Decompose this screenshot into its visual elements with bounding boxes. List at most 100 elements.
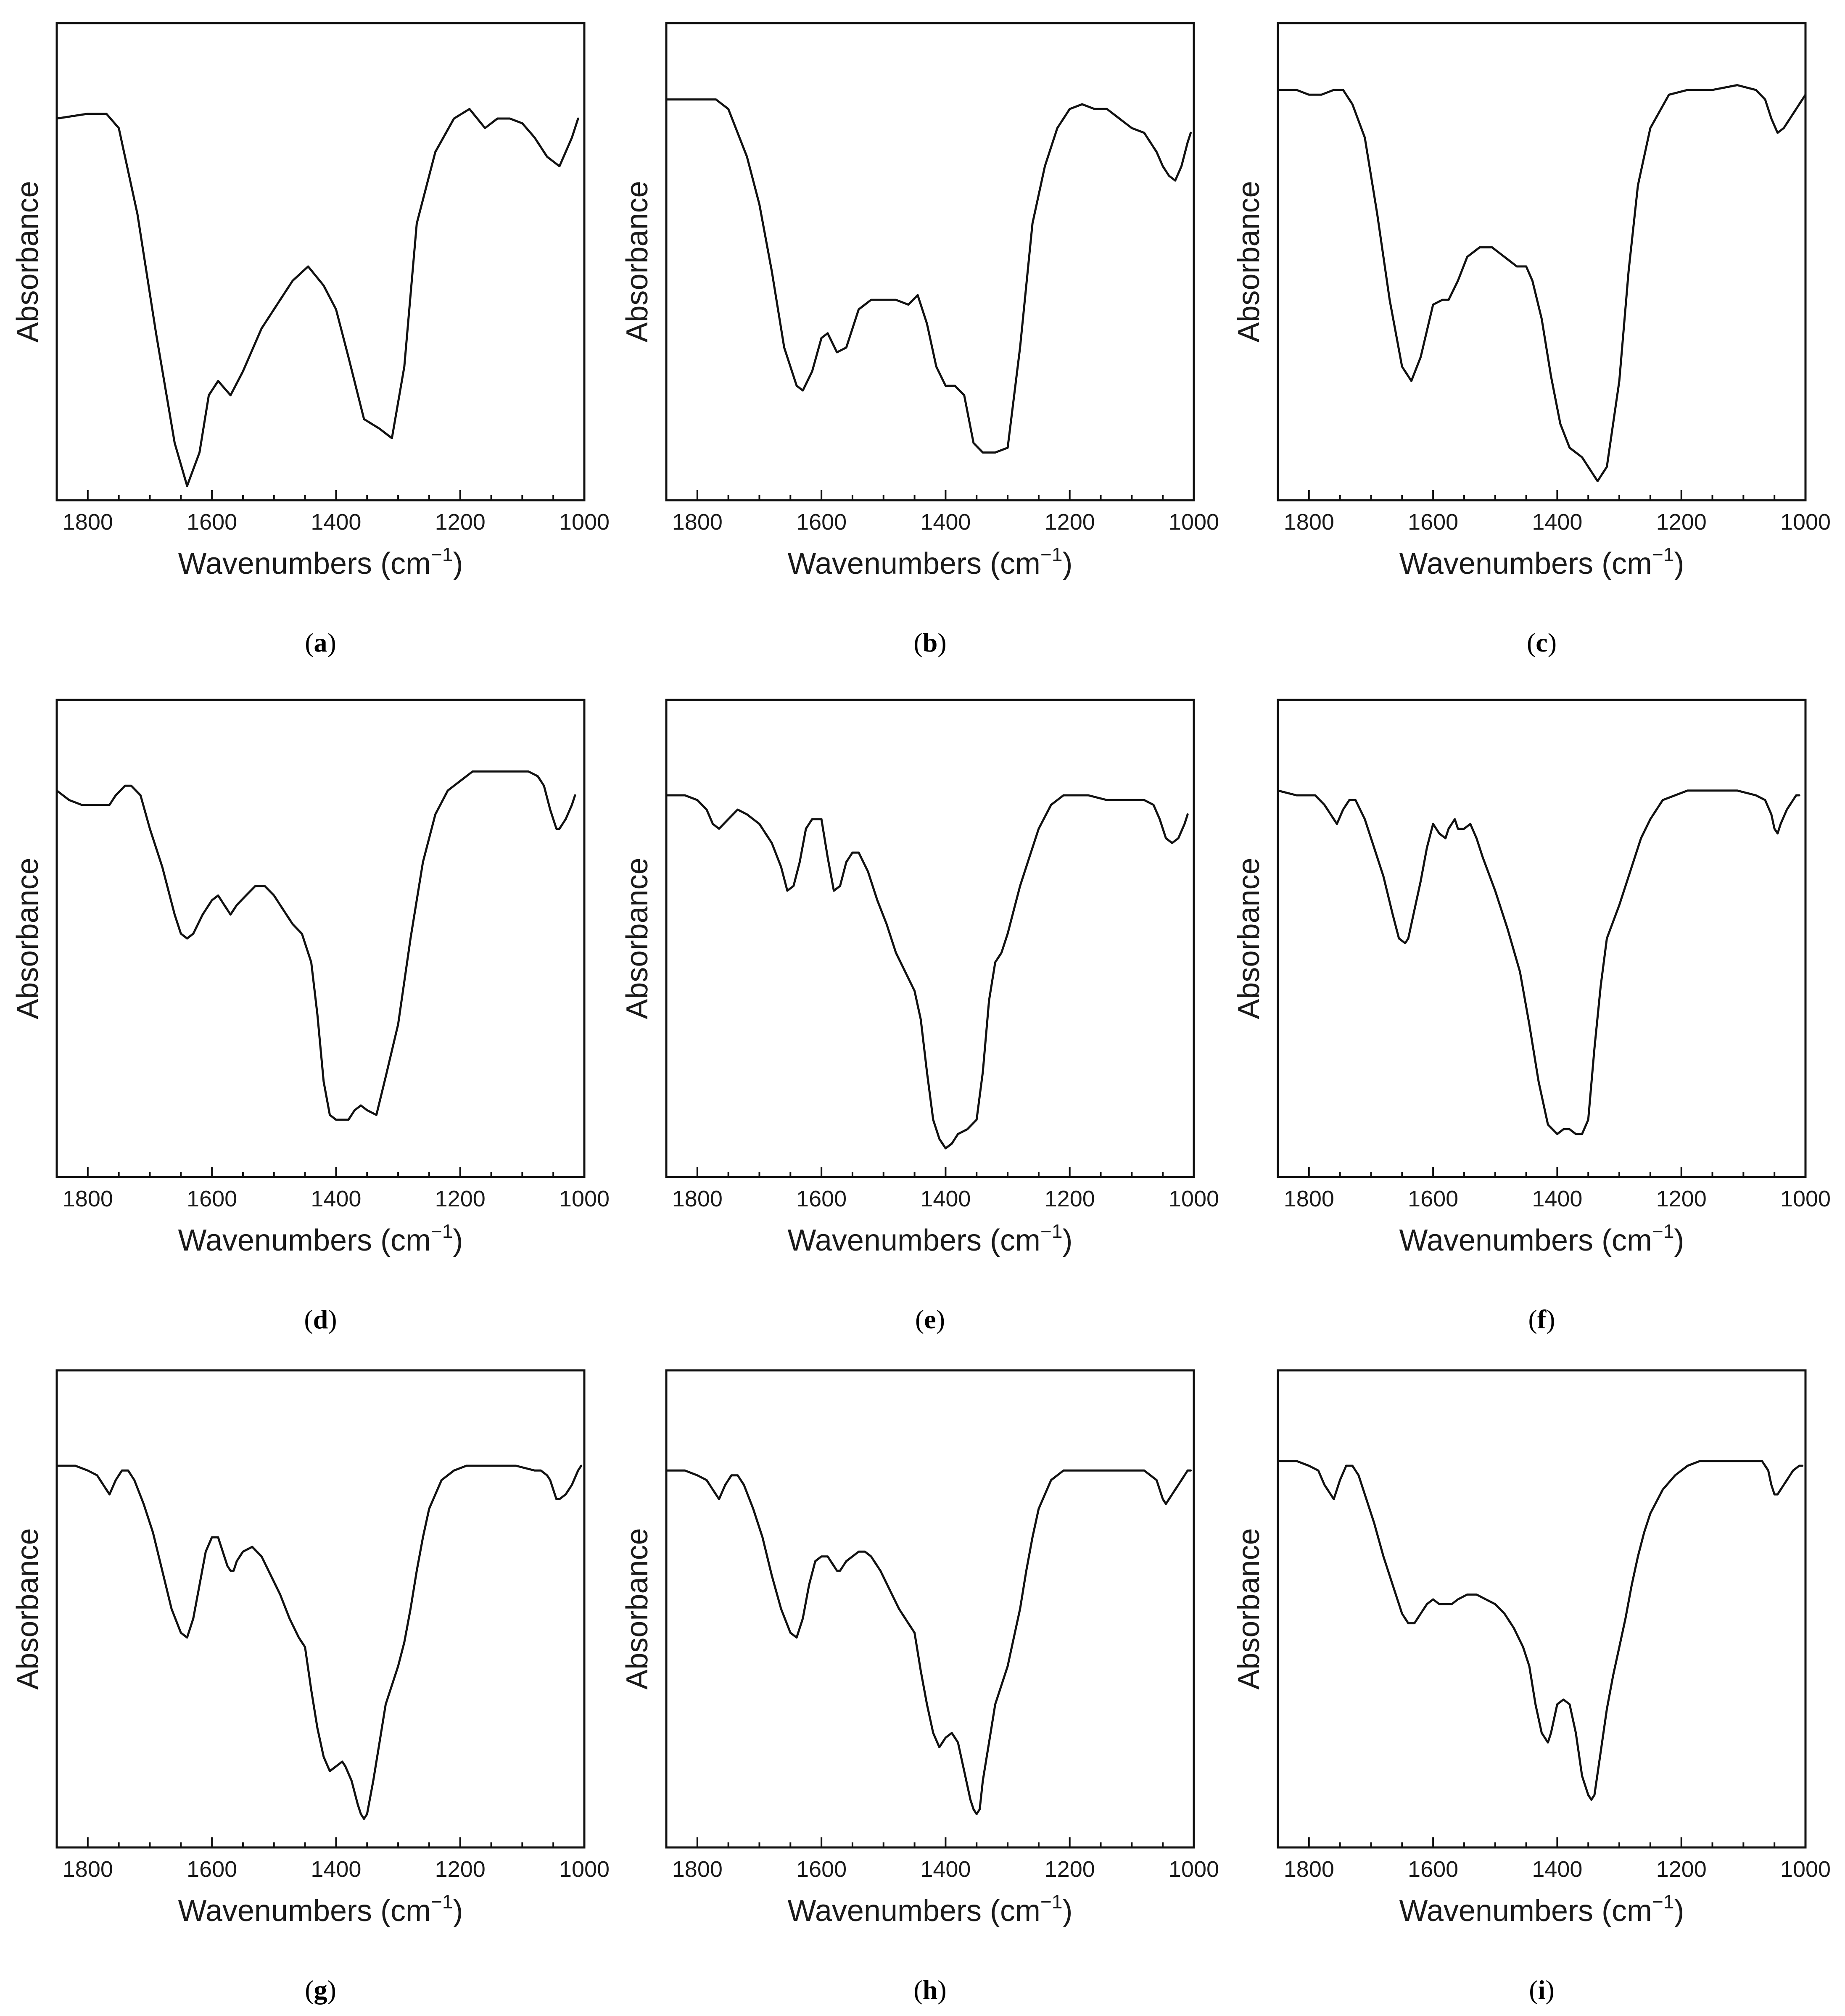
panel-caption-letter: b [923, 628, 938, 657]
panel-caption-letter: d [313, 1304, 328, 1334]
x-tick-label: 1000 [1169, 1186, 1219, 1211]
panel-caption-open: ( [305, 628, 314, 657]
panel-caption-letter: e [924, 1304, 936, 1334]
x-tick-label: 1800 [672, 1857, 723, 1882]
x-tick-label: 1200 [1656, 1857, 1707, 1882]
x-tick-label: 1400 [311, 509, 361, 535]
x-axis-label-close: ) [453, 1894, 463, 1928]
x-axis-label-close: ) [1062, 547, 1072, 581]
panel-caption-letter: g [314, 1975, 327, 2005]
x-tick-label: 1600 [187, 1857, 237, 1882]
plot-frame [1277, 22, 1807, 501]
x-axis-label-text: Wavenumbers (cm [1399, 1894, 1652, 1928]
x-tick-label: 1400 [1532, 1186, 1582, 1211]
panel-caption-letter: c [1536, 628, 1547, 657]
x-axis-label-text: Wavenumbers (cm [788, 1894, 1040, 1928]
x-tick-label: 1000 [1169, 1857, 1219, 1882]
x-axis-label-superscript: −1 [1652, 1220, 1674, 1242]
panel-caption: (f) [1528, 1304, 1555, 1334]
plot-frame [55, 1369, 586, 1849]
x-axis-label: Wavenumbers (cm−1) [1399, 1891, 1684, 1928]
x-tick-label: 1200 [1045, 1186, 1095, 1211]
spectrum-line [665, 98, 1192, 454]
spectrum-line [1277, 789, 1800, 1135]
x-tick-label: 1200 [435, 509, 486, 535]
panel-caption-close: ) [936, 1304, 945, 1334]
x-axis-label-superscript: −1 [1040, 1220, 1062, 1242]
x-tick-label: 1400 [920, 509, 971, 535]
x-tick-label: 1600 [796, 1857, 847, 1882]
spectrum-line [665, 794, 1189, 1150]
spectrum-line [55, 108, 579, 487]
x-axis-label-superscript: −1 [1652, 544, 1674, 565]
y-axis-label: Absorbance [11, 181, 45, 342]
spectrum-line [1277, 1460, 1804, 1801]
plot-frame [665, 1369, 1195, 1849]
x-axis-label-close: ) [453, 1224, 463, 1257]
panel-e: 1800 1600 1400 1200 1000 Wavenumbers (cm−1) Ab… [620, 699, 1219, 1334]
y-axis-label: Absorbance [620, 1528, 654, 1689]
x-axis-label: Wavenumbers (cm−1) [788, 1220, 1073, 1257]
plot-frame [665, 699, 1195, 1178]
plot-frame [1277, 699, 1807, 1178]
x-axis-label-superscript: −1 [431, 1891, 453, 1913]
x-tick-label: 1800 [672, 509, 723, 535]
spectrum-line [1277, 84, 1807, 483]
panel-caption-close: ) [327, 628, 336, 657]
x-axis-label-superscript: −1 [1040, 1891, 1062, 1913]
panel-caption-open: ( [1528, 1304, 1537, 1334]
x-tick-label: 1200 [1656, 509, 1707, 535]
panel-caption-open: ( [913, 1975, 922, 2005]
x-axis-label-close: ) [453, 547, 463, 581]
x-axis-label: Wavenumbers (cm−1) [1399, 544, 1684, 581]
x-axis-label-close: ) [1674, 1224, 1684, 1257]
x-tick-label: 1800 [63, 1857, 113, 1882]
panel-d: 1800 1600 1400 1200 1000 Wavenumbers (cm−1) Ab… [11, 699, 610, 1334]
x-axis-label-close: ) [1062, 1224, 1072, 1257]
spectrum-line [665, 1469, 1192, 1815]
panel-caption-letter: a [314, 628, 327, 657]
panel-a: 1800 1600 1400 1200 1000 Wavenumbers (cm−1) Ab… [11, 22, 610, 657]
x-tick-label: 1600 [1408, 1186, 1458, 1211]
x-tick-label: 1000 [559, 1857, 610, 1882]
x-axis-label-superscript: −1 [431, 1220, 453, 1242]
x-axis-label-text: Wavenumbers (cm [788, 547, 1040, 581]
panel-caption-letter: i [1538, 1975, 1546, 2005]
x-tick-label: 1000 [559, 1186, 610, 1211]
x-tick-label: 1800 [63, 1186, 113, 1211]
x-axis-label-superscript: −1 [431, 544, 453, 565]
panel-caption: (d) [304, 1304, 337, 1334]
panel-caption-close: ) [328, 1304, 337, 1334]
x-axis-label-text: Wavenumbers (cm [1399, 547, 1652, 581]
y-axis-label: Absorbance [1232, 181, 1266, 342]
x-tick-label: 1200 [1045, 509, 1095, 535]
panel-caption-close: ) [1545, 1975, 1554, 2005]
panel-caption-open: ( [1529, 1975, 1538, 2005]
x-tick-label: 1600 [1408, 1857, 1458, 1882]
x-axis-label: Wavenumbers (cm−1) [1399, 1220, 1684, 1257]
x-axis-label-superscript: −1 [1652, 1891, 1674, 1913]
x-tick-label: 1000 [1780, 509, 1831, 535]
x-axis-label-text: Wavenumbers (cm [178, 1894, 431, 1928]
panel-caption: (i) [1529, 1975, 1554, 2005]
panel-b: 1800 1600 1400 1200 1000 Wavenumbers (cm−1) Ab… [620, 22, 1219, 657]
x-axis-label-superscript: −1 [1040, 544, 1062, 565]
panel-caption-close: ) [937, 628, 946, 657]
panel-caption-close: ) [937, 1975, 946, 2005]
panel-caption: (b) [913, 628, 946, 657]
x-tick-label: 1600 [1408, 509, 1458, 535]
panel-caption-letter: f [1537, 1304, 1547, 1334]
x-axis-label-close: ) [1674, 547, 1684, 581]
x-tick-label: 1600 [187, 1186, 237, 1211]
panel-caption-letter: h [923, 1975, 938, 2005]
x-tick-label: 1200 [1045, 1857, 1095, 1882]
panel-caption: (h) [913, 1975, 946, 2005]
panel-caption-open: ( [915, 1304, 924, 1334]
x-axis-label: Wavenumbers (cm−1) [178, 544, 463, 581]
plot-frame [1277, 1369, 1807, 1849]
panel-f: 1800 1600 1400 1200 1000 Wavenumbers (cm−1) Ab… [1232, 699, 1831, 1334]
plot-frame [55, 22, 586, 501]
panel-caption: (c) [1527, 628, 1557, 657]
x-axis-label: Wavenumbers (cm−1) [178, 1220, 463, 1257]
